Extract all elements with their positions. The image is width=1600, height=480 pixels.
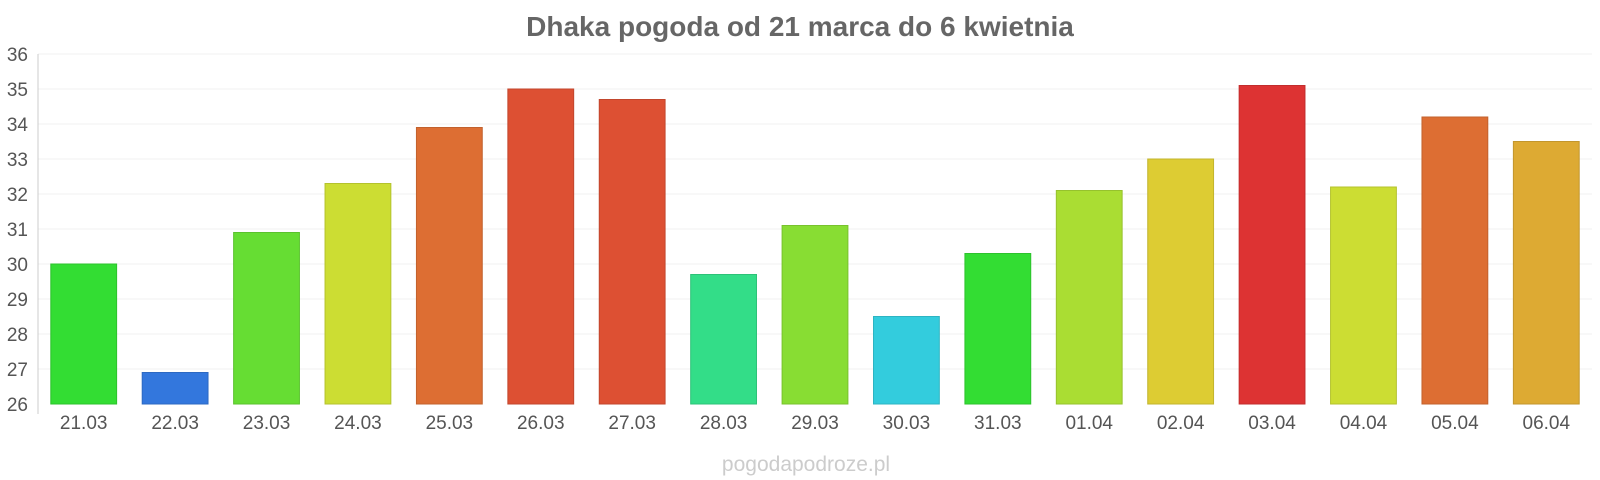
x-axis-ticks: 21.03 22.03 23.03 24.03 25.03 26.03 27.03 28.03… [60, 413, 1571, 434]
x-tick-label: 31.03 [974, 413, 1022, 434]
bar-22.03 [141, 372, 209, 405]
bars [50, 85, 1580, 405]
bar-25.03 [415, 127, 483, 405]
bar-02.04 [1147, 158, 1215, 405]
bar-26.03 [507, 88, 575, 405]
x-tick-label: 30.03 [883, 413, 931, 434]
bar-04.04 [1330, 186, 1397, 405]
x-tick-label: 04.04 [1340, 413, 1388, 434]
bar-06.04 [1512, 141, 1580, 405]
bar-27.03 [598, 99, 666, 405]
bar-23.03 [233, 232, 300, 405]
x-tick-label: 24.03 [334, 413, 382, 434]
x-tick-label: 22.03 [151, 413, 199, 434]
bar-05.04 [1421, 116, 1489, 405]
x-tick-label: 06.04 [1523, 413, 1571, 434]
x-tick-label: 23.03 [243, 413, 291, 434]
bar-29.03 [781, 225, 849, 405]
bar-01.04 [1055, 190, 1123, 405]
y-tick-label: 34 [7, 115, 29, 136]
x-tick-label: 27.03 [608, 413, 656, 434]
y-axis-ticks: 26 27 28 29 30 31 32 33 34 35 36 [7, 45, 29, 416]
x-tick-label: 29.03 [791, 413, 839, 434]
bar-24.03 [324, 183, 392, 405]
y-tick-label: 26 [7, 395, 28, 416]
bar-28.03 [690, 274, 757, 405]
watermark: pogodapodroze.pl [722, 453, 890, 476]
x-tick-label: 03.04 [1248, 413, 1296, 434]
bar-21.03 [50, 263, 118, 405]
y-tick-label: 30 [7, 255, 28, 276]
bar-03.04 [1238, 85, 1306, 405]
chart-title: Dhaka pogoda od 21 marca do 6 kwietnia [526, 11, 1074, 42]
y-tick-label: 35 [7, 80, 28, 101]
y-tick-label: 36 [7, 45, 28, 66]
x-tick-label: 21.03 [60, 413, 108, 434]
x-tick-label: 26.03 [517, 413, 565, 434]
bar-31.03 [964, 253, 1032, 405]
x-tick-label: 25.03 [426, 413, 474, 434]
y-tick-label: 33 [7, 150, 28, 171]
x-tick-label: 01.04 [1065, 413, 1113, 434]
y-tick-label: 32 [7, 185, 28, 206]
y-tick-label: 28 [7, 325, 28, 346]
x-tick-label: 28.03 [700, 413, 748, 434]
x-tick-label: 05.04 [1431, 413, 1479, 434]
bar-30.03 [873, 316, 940, 405]
y-tick-label: 27 [7, 360, 28, 381]
y-tick-label: 29 [7, 290, 28, 311]
x-tick-label: 02.04 [1157, 413, 1205, 434]
y-tick-label: 31 [7, 220, 28, 241]
